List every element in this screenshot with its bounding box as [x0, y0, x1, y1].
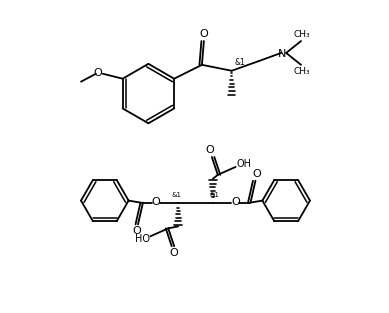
Text: CH₃: CH₃: [294, 67, 310, 76]
Text: O: O: [231, 197, 240, 207]
Text: O: O: [170, 248, 179, 258]
Text: O: O: [132, 226, 141, 236]
Text: O: O: [93, 68, 102, 78]
Text: O: O: [205, 145, 214, 155]
Text: O: O: [151, 197, 160, 207]
Text: O: O: [200, 29, 208, 39]
Text: &1: &1: [210, 192, 220, 198]
Text: &1: &1: [171, 192, 181, 198]
Text: &1: &1: [234, 58, 245, 67]
Text: N: N: [278, 49, 286, 59]
Text: CH₃: CH₃: [294, 30, 310, 38]
Text: OH: OH: [236, 159, 251, 169]
Text: HO: HO: [135, 234, 150, 244]
Text: O: O: [252, 169, 261, 179]
